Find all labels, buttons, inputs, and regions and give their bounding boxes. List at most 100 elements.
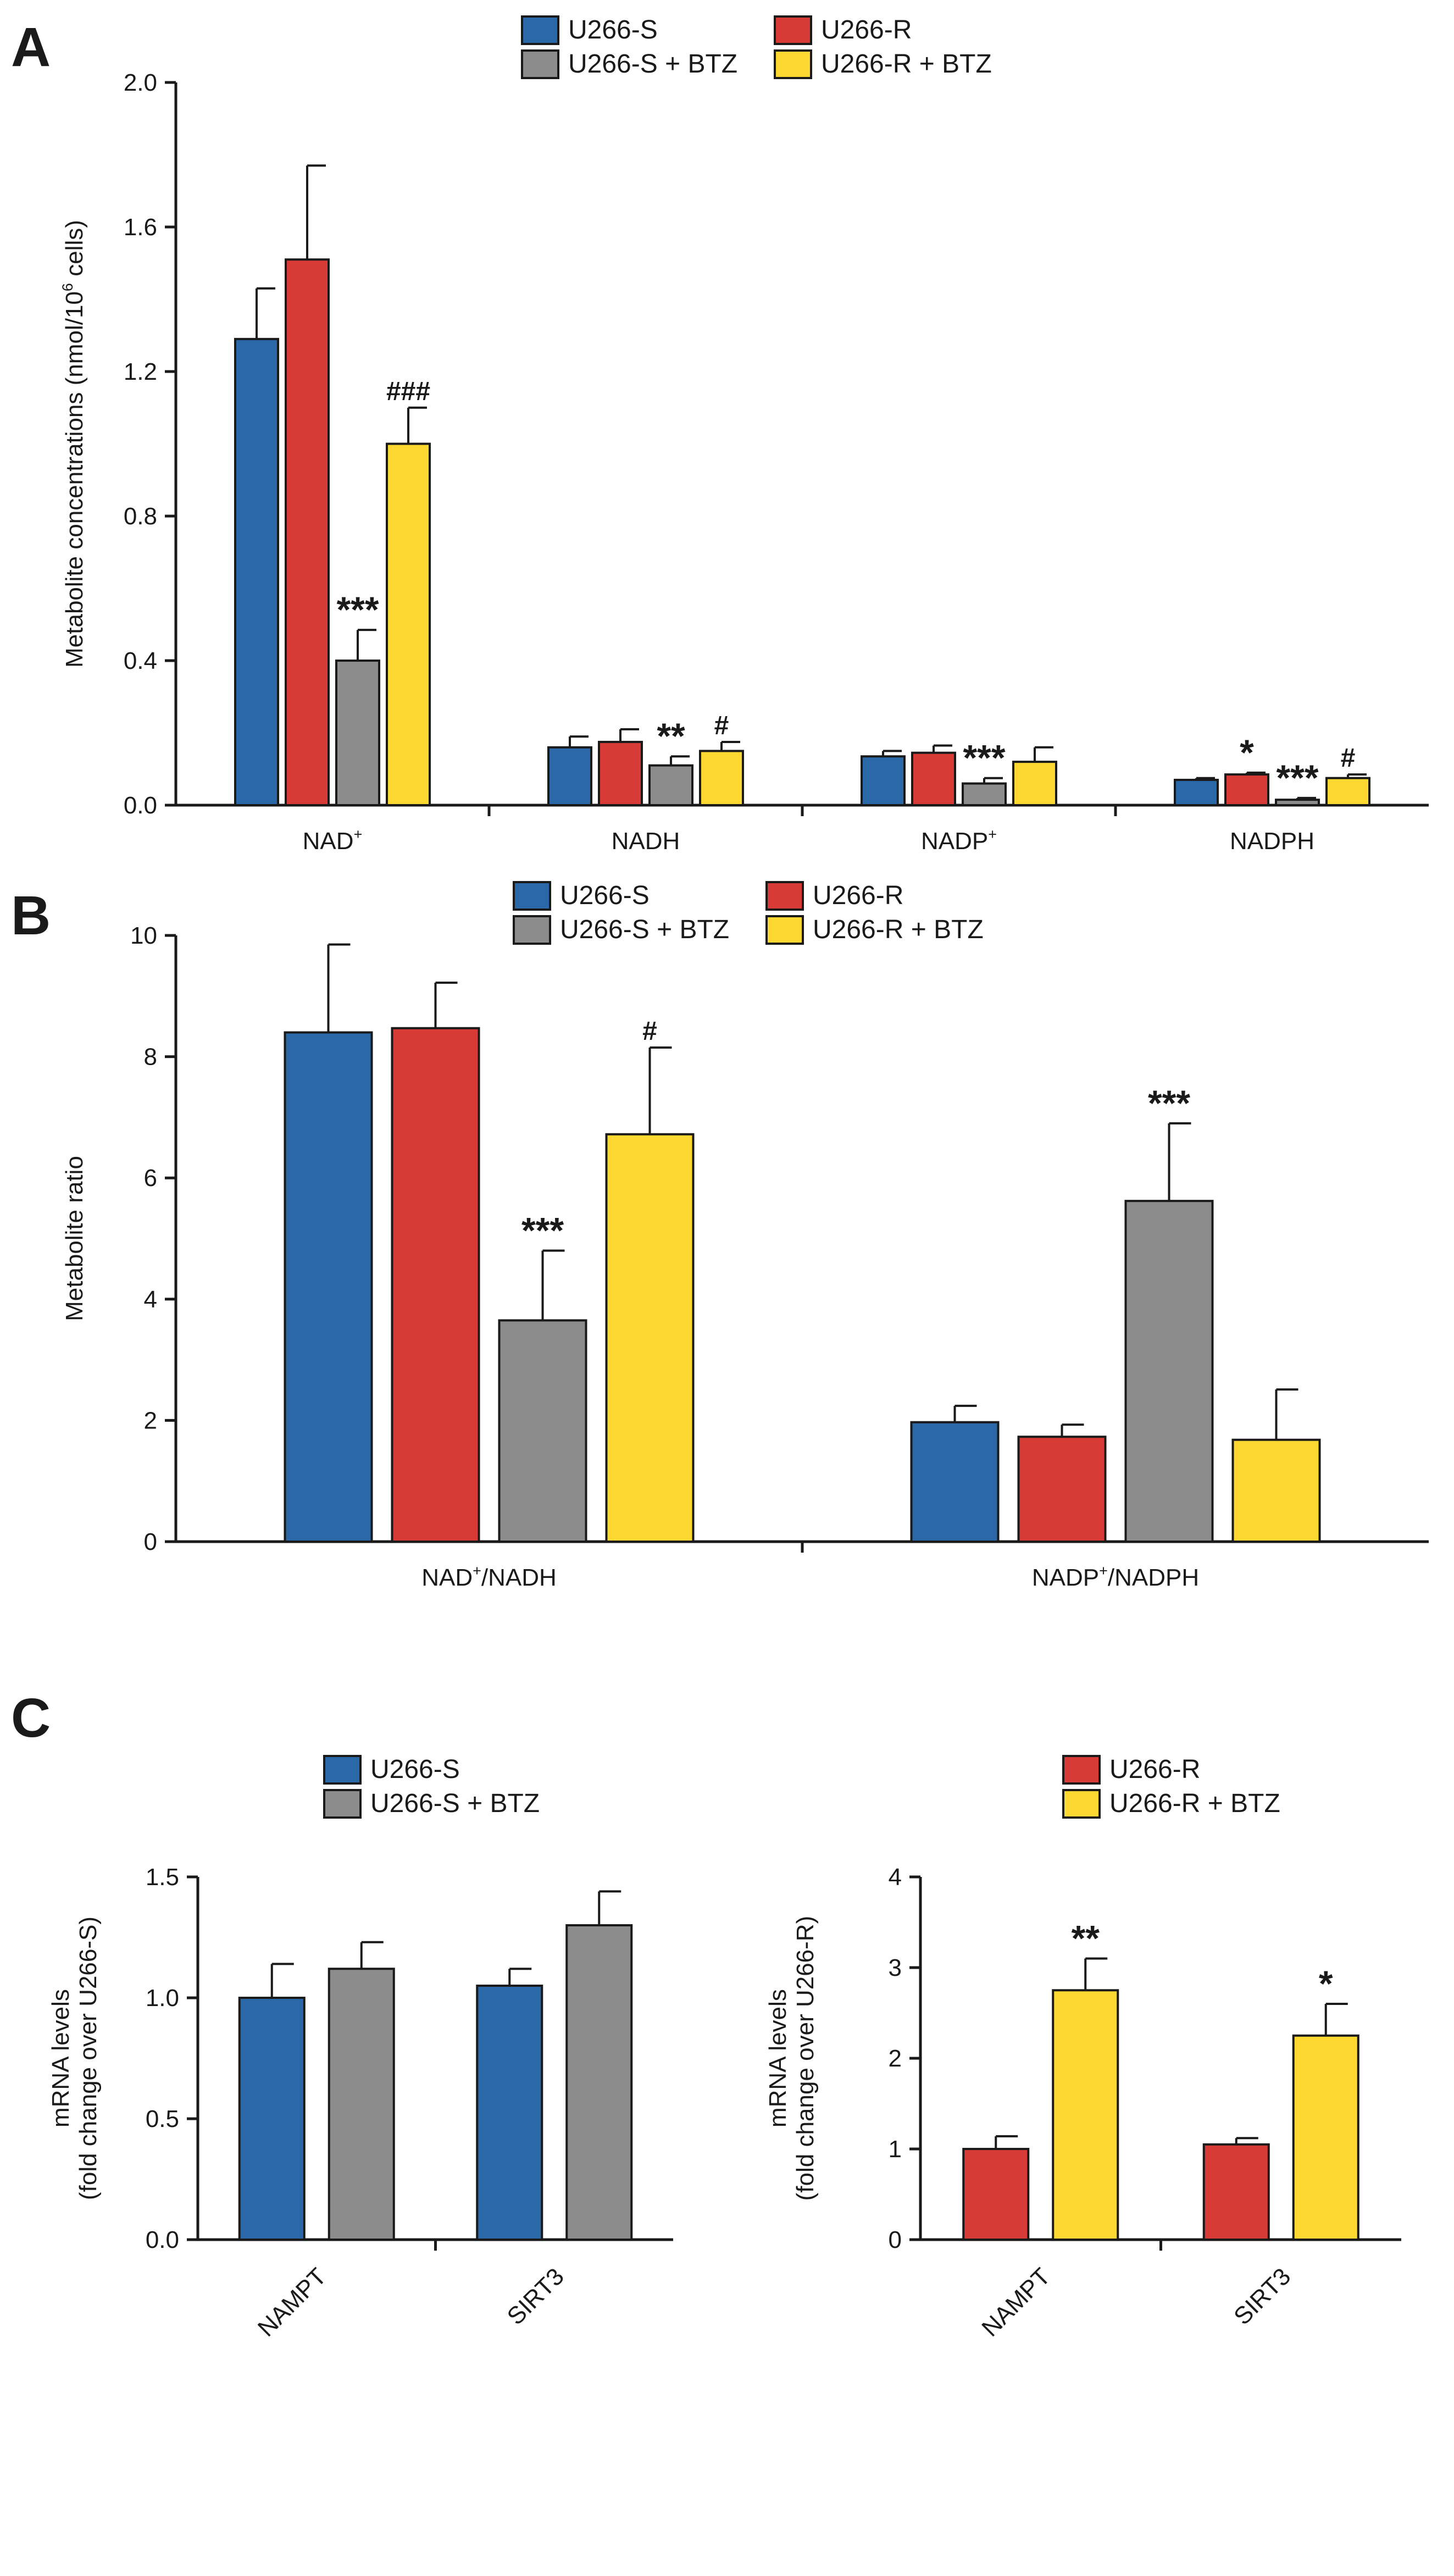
- panel-c-right-chart: 0 1 2 3 4 mRNA levels (fold change over U266-R…: [764, 1755, 1401, 2342]
- legend-swatch: [1062, 1789, 1101, 1819]
- bar: [1231, 1438, 1321, 1543]
- bar: [284, 1031, 373, 1543]
- bar: [547, 746, 592, 807]
- y-tick-label: 0: [889, 2226, 902, 2253]
- legend-label: U266-S + BTZ: [370, 1789, 540, 1818]
- significance-marker: #: [642, 1017, 657, 1046]
- legend-swatch: [765, 881, 804, 911]
- panel-b-chart: 0 2 4 6 8 10 Metabolite ratio *** # NAD+/NADH *** N…: [11, 881, 1429, 1591]
- bar: [565, 1924, 633, 2241]
- bar: [285, 258, 330, 806]
- bar: [1325, 777, 1370, 806]
- y-tick-label: 0.0: [124, 792, 157, 819]
- y-axis-label-line2: (fold change over U266-R): [792, 1916, 819, 2201]
- bar: [1202, 2143, 1270, 2241]
- legend-label: U266-S + BTZ: [568, 49, 737, 79]
- legend-label: U266-R: [821, 15, 912, 45]
- legend-label: U266-R + BTZ: [1109, 1789, 1280, 1818]
- bar: [605, 1133, 695, 1543]
- legend-label: U266-S: [370, 1755, 460, 1784]
- x-tick-label: SIRT3: [1229, 2263, 1296, 2330]
- bar: [476, 1985, 543, 2241]
- bar: [911, 751, 956, 806]
- legend-label: U266-R + BTZ: [821, 49, 992, 79]
- y-tick-label: 4: [144, 1286, 157, 1313]
- bar: [1275, 799, 1320, 806]
- panel-letter: B: [11, 885, 51, 946]
- y-tick-label: 10: [130, 922, 157, 949]
- legend-label: U266-S: [560, 881, 650, 910]
- bar: [1017, 1436, 1107, 1543]
- x-tick-label: NAMPT: [976, 2263, 1056, 2342]
- legend-label: U266-S: [568, 15, 658, 45]
- significance-marker: ***: [336, 589, 379, 630]
- bar: [1224, 773, 1269, 807]
- legend-swatch: [774, 49, 812, 79]
- significance-marker: ***: [521, 1210, 564, 1251]
- y-tick-label: 8: [144, 1044, 157, 1071]
- y-tick-label: 0.8: [124, 503, 157, 530]
- bar: [498, 1319, 587, 1543]
- bar: [1012, 761, 1057, 806]
- panel-a-chart: 0.0 0.4 0.8 1.2 1.6 2.0 Metabolite concentrati…: [11, 15, 1429, 855]
- bar: [598, 740, 643, 806]
- bar: [386, 442, 431, 806]
- x-tick-label: NADP+/NADPH: [1032, 1563, 1199, 1591]
- bar: [335, 660, 380, 806]
- x-tick-label: NADP+: [921, 826, 997, 855]
- bar: [1052, 1989, 1119, 2241]
- y-tick-label: 0.0: [146, 2226, 179, 2253]
- significance-marker: ***: [1276, 757, 1318, 798]
- x-tick-label: NAMPT: [253, 2263, 332, 2342]
- legend-swatch: [774, 15, 812, 45]
- panel-letter: A: [11, 16, 51, 78]
- significance-marker: *: [1240, 732, 1254, 773]
- significance-marker: #: [714, 711, 729, 740]
- legend-swatch: [1062, 1755, 1101, 1785]
- y-tick-label: 1.6: [124, 214, 157, 241]
- bar: [391, 1027, 480, 1543]
- significance-marker: **: [657, 716, 685, 756]
- legend-swatch: [513, 881, 551, 911]
- y-tick-label: 2: [144, 1407, 157, 1434]
- y-tick-label: 3: [889, 1954, 902, 1981]
- significance-marker: *: [1319, 1963, 1333, 2004]
- legend-swatch: [323, 1755, 362, 1785]
- significance-marker: ***: [1148, 1083, 1190, 1123]
- bar: [861, 755, 906, 807]
- bar: [1124, 1200, 1214, 1543]
- y-tick-label: 6: [144, 1165, 157, 1192]
- legend-swatch: [765, 915, 804, 945]
- panel-c-left-chart: 0.0 0.5 1.0 1.5 mRNA levels (fold change over…: [11, 1687, 673, 2342]
- legend-swatch: [521, 15, 559, 45]
- legend-label: U266-R + BTZ: [813, 915, 984, 944]
- x-tick-label: NAD+: [303, 826, 363, 855]
- significance-marker: **: [1072, 1918, 1100, 1959]
- significance-marker: ***: [963, 738, 1005, 778]
- y-tick-label: 4: [889, 1864, 902, 1891]
- bar: [238, 1997, 306, 2241]
- legend-swatch: [521, 49, 559, 79]
- y-tick-label: 2.0: [124, 69, 157, 96]
- bar: [910, 1421, 1000, 1543]
- bar: [234, 337, 279, 806]
- y-tick-label: 1.0: [146, 1985, 179, 2012]
- x-tick-label: NADPH: [1230, 828, 1314, 855]
- y-tick-label: 1.2: [124, 358, 157, 385]
- y-tick-label: 0.5: [146, 2106, 179, 2132]
- y-tick-label: 0.4: [124, 647, 157, 674]
- y-tick-label: 1.5: [146, 1864, 179, 1891]
- y-axis-label: Metabolite concentrations (nmol/106 cell…: [59, 220, 88, 668]
- y-tick-label: 2: [889, 2045, 902, 2072]
- bar: [962, 2148, 1030, 2241]
- bar: [699, 750, 744, 806]
- legend-label: U266-R: [1109, 1755, 1200, 1784]
- y-axis-label: mRNA levels: [47, 1989, 74, 2128]
- bar: [648, 764, 693, 807]
- legend-swatch: [513, 915, 551, 945]
- x-tick-label: NADH: [612, 828, 680, 855]
- legend-label: U266-R: [813, 881, 903, 910]
- bar: [962, 782, 1007, 807]
- panel-letter: C: [11, 1687, 51, 1749]
